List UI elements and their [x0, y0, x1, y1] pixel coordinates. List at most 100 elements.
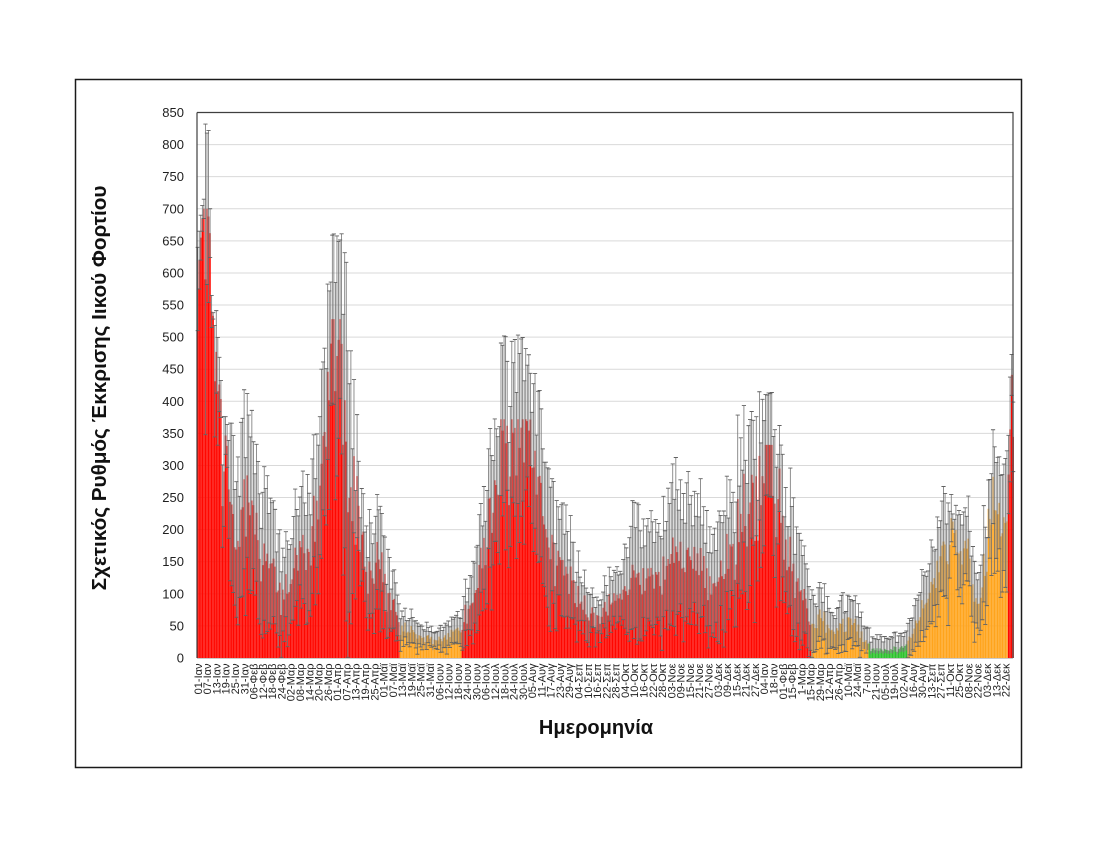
svg-text:04-Ιαν: 04-Ιαν [759, 663, 771, 694]
svg-text:21-Νοε: 21-Νοε [694, 663, 706, 698]
svg-text:08-Νοε: 08-Νοε [963, 663, 975, 698]
svg-text:24-Ιουλ: 24-Ιουλ [509, 663, 521, 700]
svg-text:22-Σεπ: 22-Σεπ [601, 663, 613, 699]
svg-text:19-Ιουλ: 19-Ιουλ [889, 663, 901, 700]
svg-text:27-Νοε: 27-Νοε [704, 663, 716, 698]
svg-text:22-Οκτ: 22-Οκτ [648, 663, 660, 698]
svg-text:03-Δεκ: 03-Δεκ [982, 663, 994, 697]
svg-text:06-Ιουλ: 06-Ιουλ [481, 663, 493, 700]
svg-text:150: 150 [162, 554, 184, 569]
svg-text:18-Ιαν: 18-Ιαν [768, 663, 780, 694]
svg-text:07-Μαϊ: 07-Μαϊ [388, 663, 400, 697]
svg-text:0: 0 [177, 651, 184, 666]
svg-text:650: 650 [162, 233, 184, 248]
svg-text:200: 200 [162, 522, 184, 537]
svg-text:100: 100 [162, 586, 184, 601]
svg-text:20-Μαρ: 20-Μαρ [314, 664, 326, 702]
svg-text:12-Ιουλ: 12-Ιουλ [490, 663, 502, 700]
svg-text:06-Ιουν: 06-Ιουν [434, 663, 446, 700]
svg-text:18-Ιουν: 18-Ιουν [453, 663, 465, 700]
svg-text:10-Οκτ: 10-Οκτ [629, 663, 641, 698]
svg-text:15-Νοε: 15-Νοε [685, 663, 697, 698]
svg-text:25-Οκτ: 25-Οκτ [954, 663, 966, 698]
svg-text:23-Αυγ: 23-Αυγ [555, 663, 567, 698]
svg-text:26-Μαρ: 26-Μαρ [323, 664, 335, 702]
svg-text:24-Ιουν: 24-Ιουν [462, 663, 474, 700]
svg-text:03-Δεκ: 03-Δεκ [713, 663, 725, 697]
svg-text:22-Νοε: 22-Νοε [973, 663, 985, 698]
svg-text:13-Σεπ: 13-Σεπ [926, 663, 938, 699]
svg-text:01-Απρ: 01-Απρ [332, 664, 344, 701]
svg-text:04-Οκτ: 04-Οκτ [620, 663, 632, 698]
svg-text:18-Ιουλ: 18-Ιουλ [499, 663, 511, 700]
svg-text:500: 500 [162, 330, 184, 345]
svg-text:25-Απρ: 25-Απρ [369, 664, 381, 701]
svg-text:02-Μαρ: 02-Μαρ [286, 664, 298, 702]
svg-text:09-Δεκ: 09-Δεκ [722, 663, 734, 697]
svg-text:29-Μαρ: 29-Μαρ [815, 664, 827, 702]
svg-text:Σχετικός Ρυθμός Έκκρισης Ιικού: Σχετικός Ρυθμός Έκκρισης Ιικού Φορτίου [88, 186, 111, 591]
svg-text:19-Μαϊ: 19-Μαϊ [406, 663, 418, 697]
svg-text:15-Μαρ: 15-Μαρ [806, 664, 818, 702]
svg-text:16-Οκτ: 16-Οκτ [639, 663, 651, 698]
svg-text:19-Απρ: 19-Απρ [360, 664, 372, 701]
svg-text:22-Δεκ: 22-Δεκ [1001, 663, 1013, 697]
svg-text:27-Σεπ: 27-Σεπ [936, 663, 948, 699]
svg-text:16-Σεπ: 16-Σεπ [592, 663, 604, 699]
svg-text:06-Φεβ: 06-Φεβ [249, 664, 261, 700]
svg-text:13-Δεκ: 13-Δεκ [991, 663, 1003, 697]
svg-text:30-Ιουλ: 30-Ιουλ [518, 663, 530, 700]
svg-text:05-Ιουλ: 05-Ιουλ [880, 663, 892, 700]
svg-text:28-Σεπ: 28-Σεπ [611, 663, 623, 699]
svg-text:350: 350 [162, 426, 184, 441]
svg-text:29-Αυγ: 29-Αυγ [564, 663, 576, 698]
svg-text:13-Ιαν: 13-Ιαν [211, 663, 223, 694]
svg-text:31-Ιαν: 31-Ιαν [239, 663, 251, 694]
svg-text:15-Φεβ: 15-Φεβ [787, 664, 799, 700]
svg-text:05-Αυγ: 05-Αυγ [527, 663, 539, 698]
svg-text:300: 300 [162, 458, 184, 473]
svg-text:12-Φεβ: 12-Φεβ [258, 664, 270, 700]
svg-text:01-Φεβ: 01-Φεβ [778, 664, 790, 700]
svg-text:250: 250 [162, 490, 184, 505]
svg-text:26-Απρ: 26-Απρ [833, 664, 845, 701]
svg-text:50: 50 [170, 618, 184, 633]
svg-text:21-Δεκ: 21-Δεκ [741, 663, 753, 697]
svg-text:25-Ιαν: 25-Ιαν [230, 663, 242, 694]
svg-text:16-Αυγ: 16-Αυγ [908, 663, 920, 698]
svg-text:04-Σεπ: 04-Σεπ [574, 663, 586, 699]
svg-text:24-Φεβ: 24-Φεβ [276, 664, 288, 700]
svg-text:31-Μαϊ: 31-Μαϊ [425, 663, 437, 697]
svg-text:800: 800 [162, 137, 184, 152]
svg-text:400: 400 [162, 394, 184, 409]
svg-text:03-Νοε: 03-Νοε [666, 663, 678, 698]
svg-text:600: 600 [162, 265, 184, 280]
svg-text:18-Φεβ: 18-Φεβ [267, 664, 279, 700]
svg-text:750: 750 [162, 169, 184, 184]
svg-text:17-Αυγ: 17-Αυγ [546, 663, 558, 698]
svg-text:11-Αυγ: 11-Αυγ [536, 663, 548, 697]
svg-text:25-Μαϊ: 25-Μαϊ [416, 663, 428, 697]
svg-text:850: 850 [162, 105, 184, 120]
svg-text:10-Σεπ: 10-Σεπ [583, 663, 595, 699]
svg-text:09-Νοε: 09-Νοε [676, 663, 688, 698]
svg-text:24-Μαϊ: 24-Μαϊ [852, 663, 864, 697]
svg-text:13-Απρ: 13-Απρ [351, 664, 363, 701]
svg-text:02-Αυγ: 02-Αυγ [898, 663, 910, 698]
svg-text:28-Οκτ: 28-Οκτ [657, 663, 669, 698]
svg-text:7-Ιουν: 7-Ιουν [861, 663, 873, 694]
svg-text:07-Απρ: 07-Απρ [341, 664, 353, 701]
svg-text:19-Ιαν: 19-Ιαν [221, 663, 233, 694]
svg-text:550: 550 [162, 298, 184, 313]
svg-text:12-Απρ: 12-Απρ [824, 664, 836, 701]
svg-text:10-Μαϊ: 10-Μαϊ [843, 663, 855, 697]
svg-text:21-Ιουν: 21-Ιουν [871, 663, 883, 700]
svg-text:11-Οκτ: 11-Οκτ [945, 663, 957, 697]
svg-text:1-Μαρ: 1-Μαρ [796, 664, 808, 696]
svg-text:08-Μαρ: 08-Μαρ [295, 664, 307, 702]
svg-text:450: 450 [162, 362, 184, 377]
svg-text:01-Ιαν: 01-Ιαν [193, 663, 205, 694]
svg-text:13-Μαϊ: 13-Μαϊ [397, 663, 409, 697]
svg-text:12-Ιουν: 12-Ιουν [444, 663, 456, 700]
svg-text:07-Ιαν: 07-Ιαν [202, 663, 214, 694]
